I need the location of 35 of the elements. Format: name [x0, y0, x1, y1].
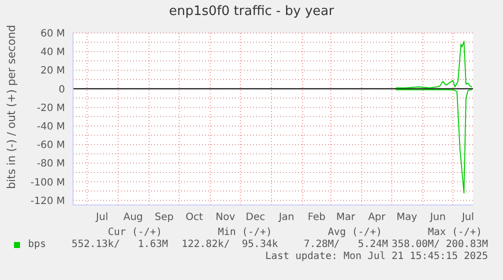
x-tick-label: May [396, 212, 418, 224]
x-tick-label: Apr [368, 212, 386, 224]
x-tick-label: Aug [123, 212, 143, 224]
y-tick-label: -100 M [30, 177, 65, 188]
y-axis-title: bits in (-) / out (+) per second [4, 24, 18, 189]
x-tick-label: Jun [429, 212, 446, 224]
x-tick-label: Nov [216, 212, 236, 224]
chart-title: enp1s0f0 traffic - by year [168, 4, 335, 19]
y-tick-label: 40 M [40, 47, 65, 58]
text: 122.82k/ 95.34k [182, 239, 278, 250]
text: Cur (-/+) [108, 227, 162, 238]
y-tick-label: 0 [58, 84, 65, 96]
y-tick-label: -80 M [36, 158, 65, 170]
text: 358.00M/ 200.83M [392, 239, 488, 250]
legend-label: bps [28, 239, 46, 250]
x-tick-label: Jul [95, 212, 108, 224]
x-tick-label: Oct [186, 212, 204, 224]
x-tick-label: Mar [336, 212, 356, 224]
text: Avg (-/+) [328, 227, 382, 238]
text: Min (-/+) [218, 227, 272, 238]
text: Max (-/+) [428, 227, 482, 238]
text: 552.13k/ 1.63M [72, 239, 168, 250]
x-tick-label: Dec [246, 212, 266, 224]
x-tick-label: Jan [278, 212, 294, 224]
y-tick-label: -60 M [36, 140, 65, 152]
y-tick-label: -120 M [30, 196, 65, 207]
y-tick-label: -20 M [36, 102, 65, 114]
x-tick-label: Feb [308, 212, 326, 224]
y-tick-label: 60 M [40, 28, 65, 40]
text: Last update: Mon Jul 21 15:45:15 2025 [265, 251, 488, 262]
y-tick-label: 20 M [40, 66, 65, 77]
y-tick-label: -40 M [36, 122, 65, 133]
text: 7.28M/ 5.24M [304, 239, 388, 250]
x-tick-label: Sep [154, 212, 174, 224]
x-tick-label: Jul [460, 212, 474, 224]
